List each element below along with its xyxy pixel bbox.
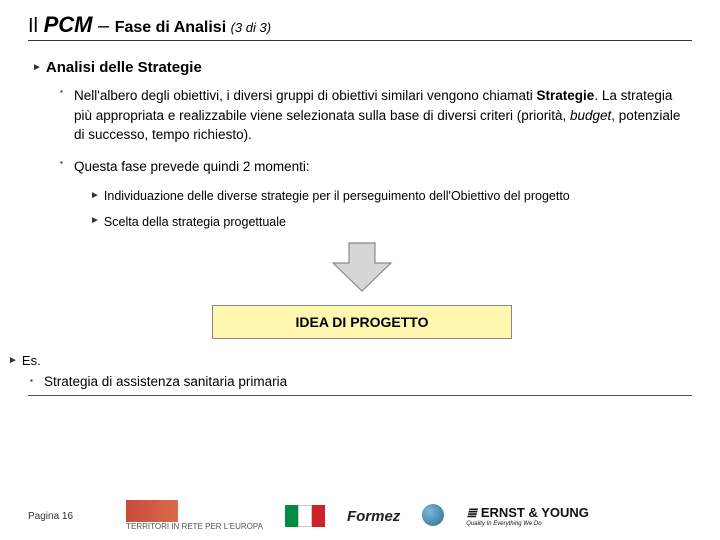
title-count: (3 di 3) bbox=[231, 20, 271, 35]
title-dash: – bbox=[92, 15, 114, 37]
es-text-content: Strategia di assistenza sanitaria primar… bbox=[44, 374, 287, 389]
footer-divider bbox=[28, 395, 692, 396]
title-prefix: Il bbox=[28, 15, 44, 37]
page-number: Pagina 16 bbox=[28, 511, 73, 522]
bullet1-part1: Nell'albero degli obiettivi, i diversi g… bbox=[74, 88, 537, 103]
logo-territori-icon bbox=[126, 500, 178, 522]
heading-text: Analisi delle Strategie bbox=[46, 59, 202, 76]
idea-di-progetto-box: IDEA DI PROGETTO bbox=[212, 305, 512, 339]
logo-globe bbox=[422, 504, 444, 529]
bullet1-strong: Strategie bbox=[537, 88, 595, 103]
globe-icon bbox=[422, 504, 444, 526]
arrow-down-icon bbox=[327, 239, 397, 294]
logo-italy bbox=[285, 505, 325, 527]
title-pcm: PCM bbox=[44, 12, 93, 37]
triangle-bullet-icon: ► bbox=[32, 62, 42, 73]
subbullet-scelta: ► Scelta della strategia progettuale bbox=[90, 214, 692, 232]
logo-ernst-young: ≣ ERNST & YOUNG Quality In Everything We… bbox=[466, 505, 589, 527]
arrow-down bbox=[32, 239, 692, 299]
bullet1-ital: budget bbox=[570, 108, 611, 123]
triangle-bullet-icon: ► bbox=[90, 189, 100, 203]
example-text: Strategia di assistenza sanitaria primar… bbox=[30, 374, 692, 389]
es-label: Es. bbox=[22, 353, 41, 368]
footer-logos: TERRITORI IN RETE PER L'EUROPA Formez ≣ … bbox=[73, 500, 642, 532]
example-heading: ► Es. bbox=[8, 353, 692, 368]
triangle-bullet-icon: ► bbox=[8, 355, 18, 366]
logo-ey-text: ERNST & YOUNG bbox=[481, 505, 589, 520]
subbullet-individuazione: ► Individuazione delle diverse strategie … bbox=[90, 188, 692, 206]
bullet2-text: Questa fase prevede quindi 2 momenti: bbox=[74, 159, 310, 174]
bullet-due-momenti: Questa fase prevede quindi 2 momenti: bbox=[60, 157, 692, 177]
heading-analisi-strategie: ► Analisi delle Strategie bbox=[32, 59, 692, 76]
logo-territori-text: TERRITORI IN RETE PER L'EUROPA bbox=[126, 522, 263, 531]
sub2-text: Scelta della strategia progettuale bbox=[104, 215, 286, 229]
logo-ey-tagline: Quality In Everything We Do bbox=[466, 521, 589, 527]
triangle-bullet-icon: ► bbox=[90, 214, 100, 228]
italy-flag-icon bbox=[285, 505, 325, 527]
bullet-strategie-def: Nell'albero degli obiettivi, i diversi g… bbox=[60, 86, 692, 145]
logo-territori: TERRITORI IN RETE PER L'EUROPA bbox=[126, 500, 263, 532]
title-sub: Fase di Analisi bbox=[115, 19, 231, 36]
idea-box-text: IDEA DI PROGETTO bbox=[295, 314, 428, 330]
logo-formez: Formez bbox=[347, 508, 400, 525]
slide-title: Il PCM – Fase di Analisi (3 di 3) bbox=[28, 12, 692, 41]
slide-footer: Pagina 16 TERRITORI IN RETE PER L'EUROPA… bbox=[28, 500, 692, 532]
sub1-text: Individuazione delle diverse strategie p… bbox=[104, 189, 570, 203]
